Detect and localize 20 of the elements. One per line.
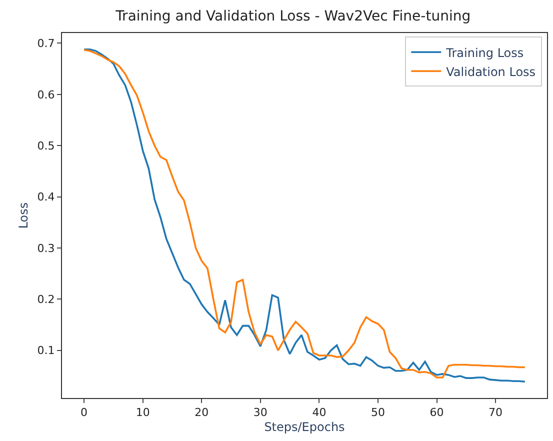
y-tick-label: 0.4 [37, 190, 55, 204]
x-tick-label: 30 [253, 406, 268, 420]
y-tick-label: 0.2 [37, 293, 55, 306]
legend-label: Validation Loss [446, 64, 536, 79]
chart-title: Training and Validation Loss - Wav2Vec Fine-tuning [114, 8, 471, 24]
x-tick-label: 0 [80, 406, 88, 420]
x-tick-label: 40 [312, 406, 326, 420]
legend-label: Training Loss [445, 46, 524, 60]
y-axis-title: Loss [16, 202, 31, 229]
y-tick-label: 0.1 [37, 344, 55, 358]
y-tick-label: 0.7 [37, 37, 55, 50]
x-tick-label: 60 [430, 406, 444, 420]
x-tick-label: 20 [194, 406, 209, 420]
x-axis-title: Steps/Epochs [264, 420, 345, 434]
y-tick-label: 0.5 [37, 139, 55, 152]
y-tick-label: 0.6 [37, 88, 55, 102]
x-tick-label: 70 [488, 406, 503, 420]
y-tick-label: 0.3 [37, 242, 55, 255]
x-tick-label: 10 [136, 406, 150, 420]
x-tick-label: 50 [370, 406, 385, 420]
